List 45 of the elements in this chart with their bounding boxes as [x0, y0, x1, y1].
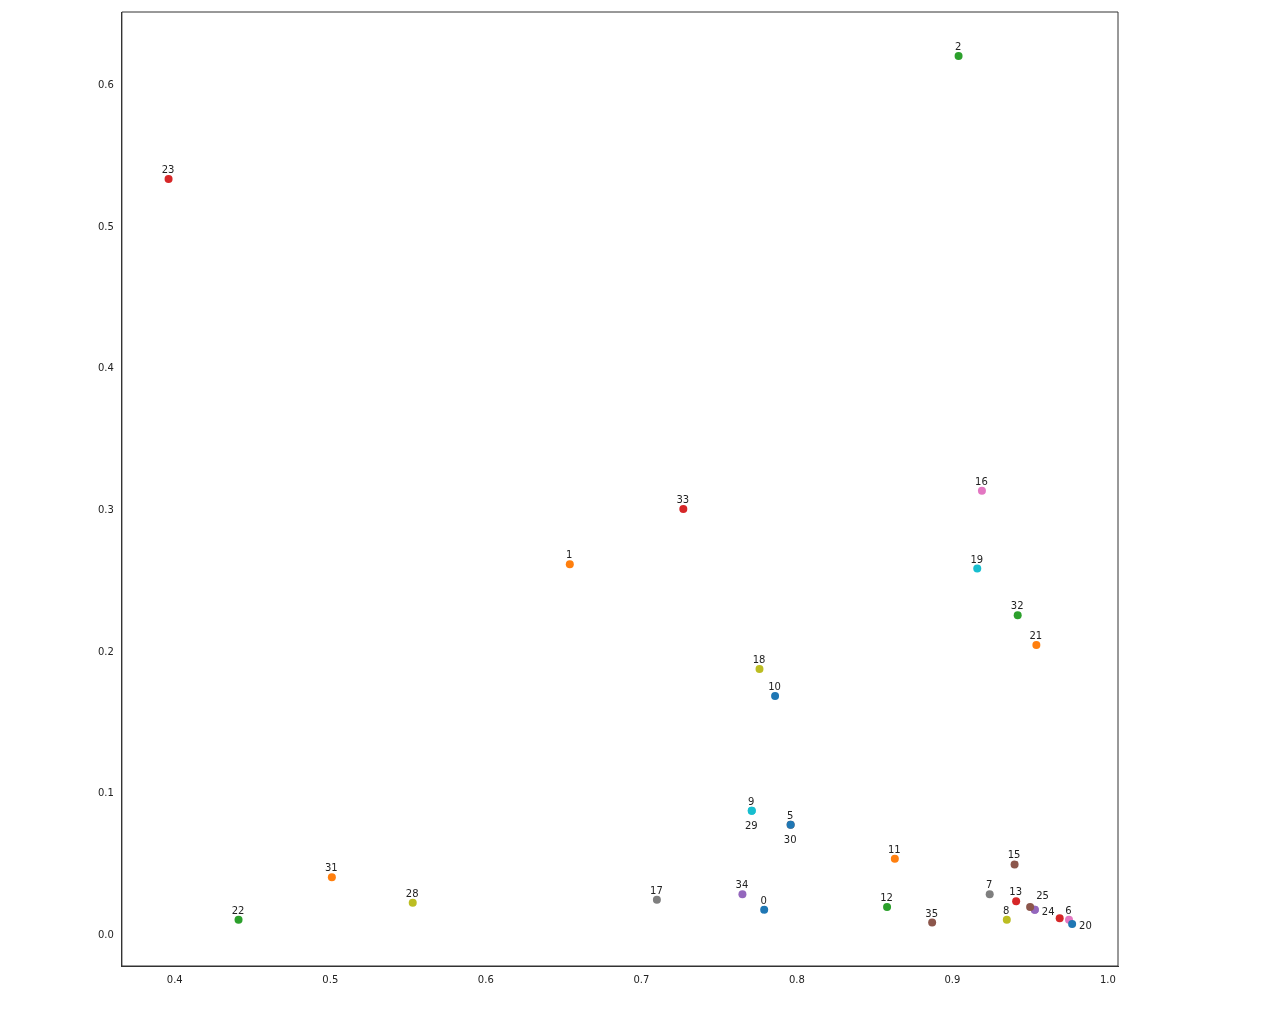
annotation: 22 — [231, 904, 245, 916]
x-tick-label: 0.5 — [322, 973, 339, 985]
y-tick-label: 0.0 — [98, 928, 114, 940]
annotation: 17 — [650, 884, 663, 896]
x-tick-label: 0.9 — [944, 973, 961, 985]
annotation: 23 — [161, 164, 175, 176]
annotation: 5 — [786, 809, 794, 821]
x-tick-label: 1.0 — [1099, 973, 1116, 985]
annotation: 16 — [975, 475, 988, 487]
y-tick-label: 0.4 — [98, 362, 114, 374]
annotation: 15 — [1007, 849, 1021, 861]
annotation: 1 — [566, 549, 573, 561]
annotation: 0 — [760, 894, 767, 906]
x-tick-label: 0.4 — [166, 973, 183, 985]
annotation: 35 — [925, 907, 939, 919]
annotation: 30 — [783, 833, 797, 845]
annotation: 10 — [768, 680, 781, 692]
annotation: 18 — [752, 654, 766, 666]
annotation: 2 — [954, 40, 962, 52]
annotation: 6 — [1065, 904, 1072, 916]
annotation: 28 — [405, 887, 419, 899]
annotation: 11 — [887, 843, 901, 855]
annotation: 19 — [970, 553, 984, 565]
y-tick-label: 0.5 — [98, 220, 114, 232]
annotation: 20 — [1079, 919, 1092, 931]
x-tick-label: 0.7 — [633, 973, 650, 985]
annotation: 32 — [1010, 600, 1024, 612]
annotation: 21 — [1029, 629, 1043, 641]
annotation: 9 — [748, 795, 755, 807]
x-tick-label: 0.8 — [788, 973, 805, 985]
annotation: 29 — [744, 819, 758, 831]
x-tick-label: 0.6 — [477, 973, 494, 985]
annotation: 12 — [880, 891, 893, 903]
annotation: 34 — [735, 879, 749, 891]
y-tick-label: 0.1 — [98, 787, 114, 799]
annotation: 13 — [1009, 886, 1023, 898]
annotation: 7 — [986, 879, 993, 891]
y-tick-label: 0.2 — [98, 645, 114, 657]
annotation: 8 — [1003, 904, 1010, 916]
annotation: 25 — [1036, 889, 1049, 901]
y-tick-label: 0.3 — [98, 504, 114, 516]
y-tick-label: 0.6 — [98, 79, 114, 91]
annotation: 33 — [676, 494, 690, 506]
annotation: 31 — [324, 862, 338, 874]
annotation: 24 — [1041, 905, 1055, 917]
